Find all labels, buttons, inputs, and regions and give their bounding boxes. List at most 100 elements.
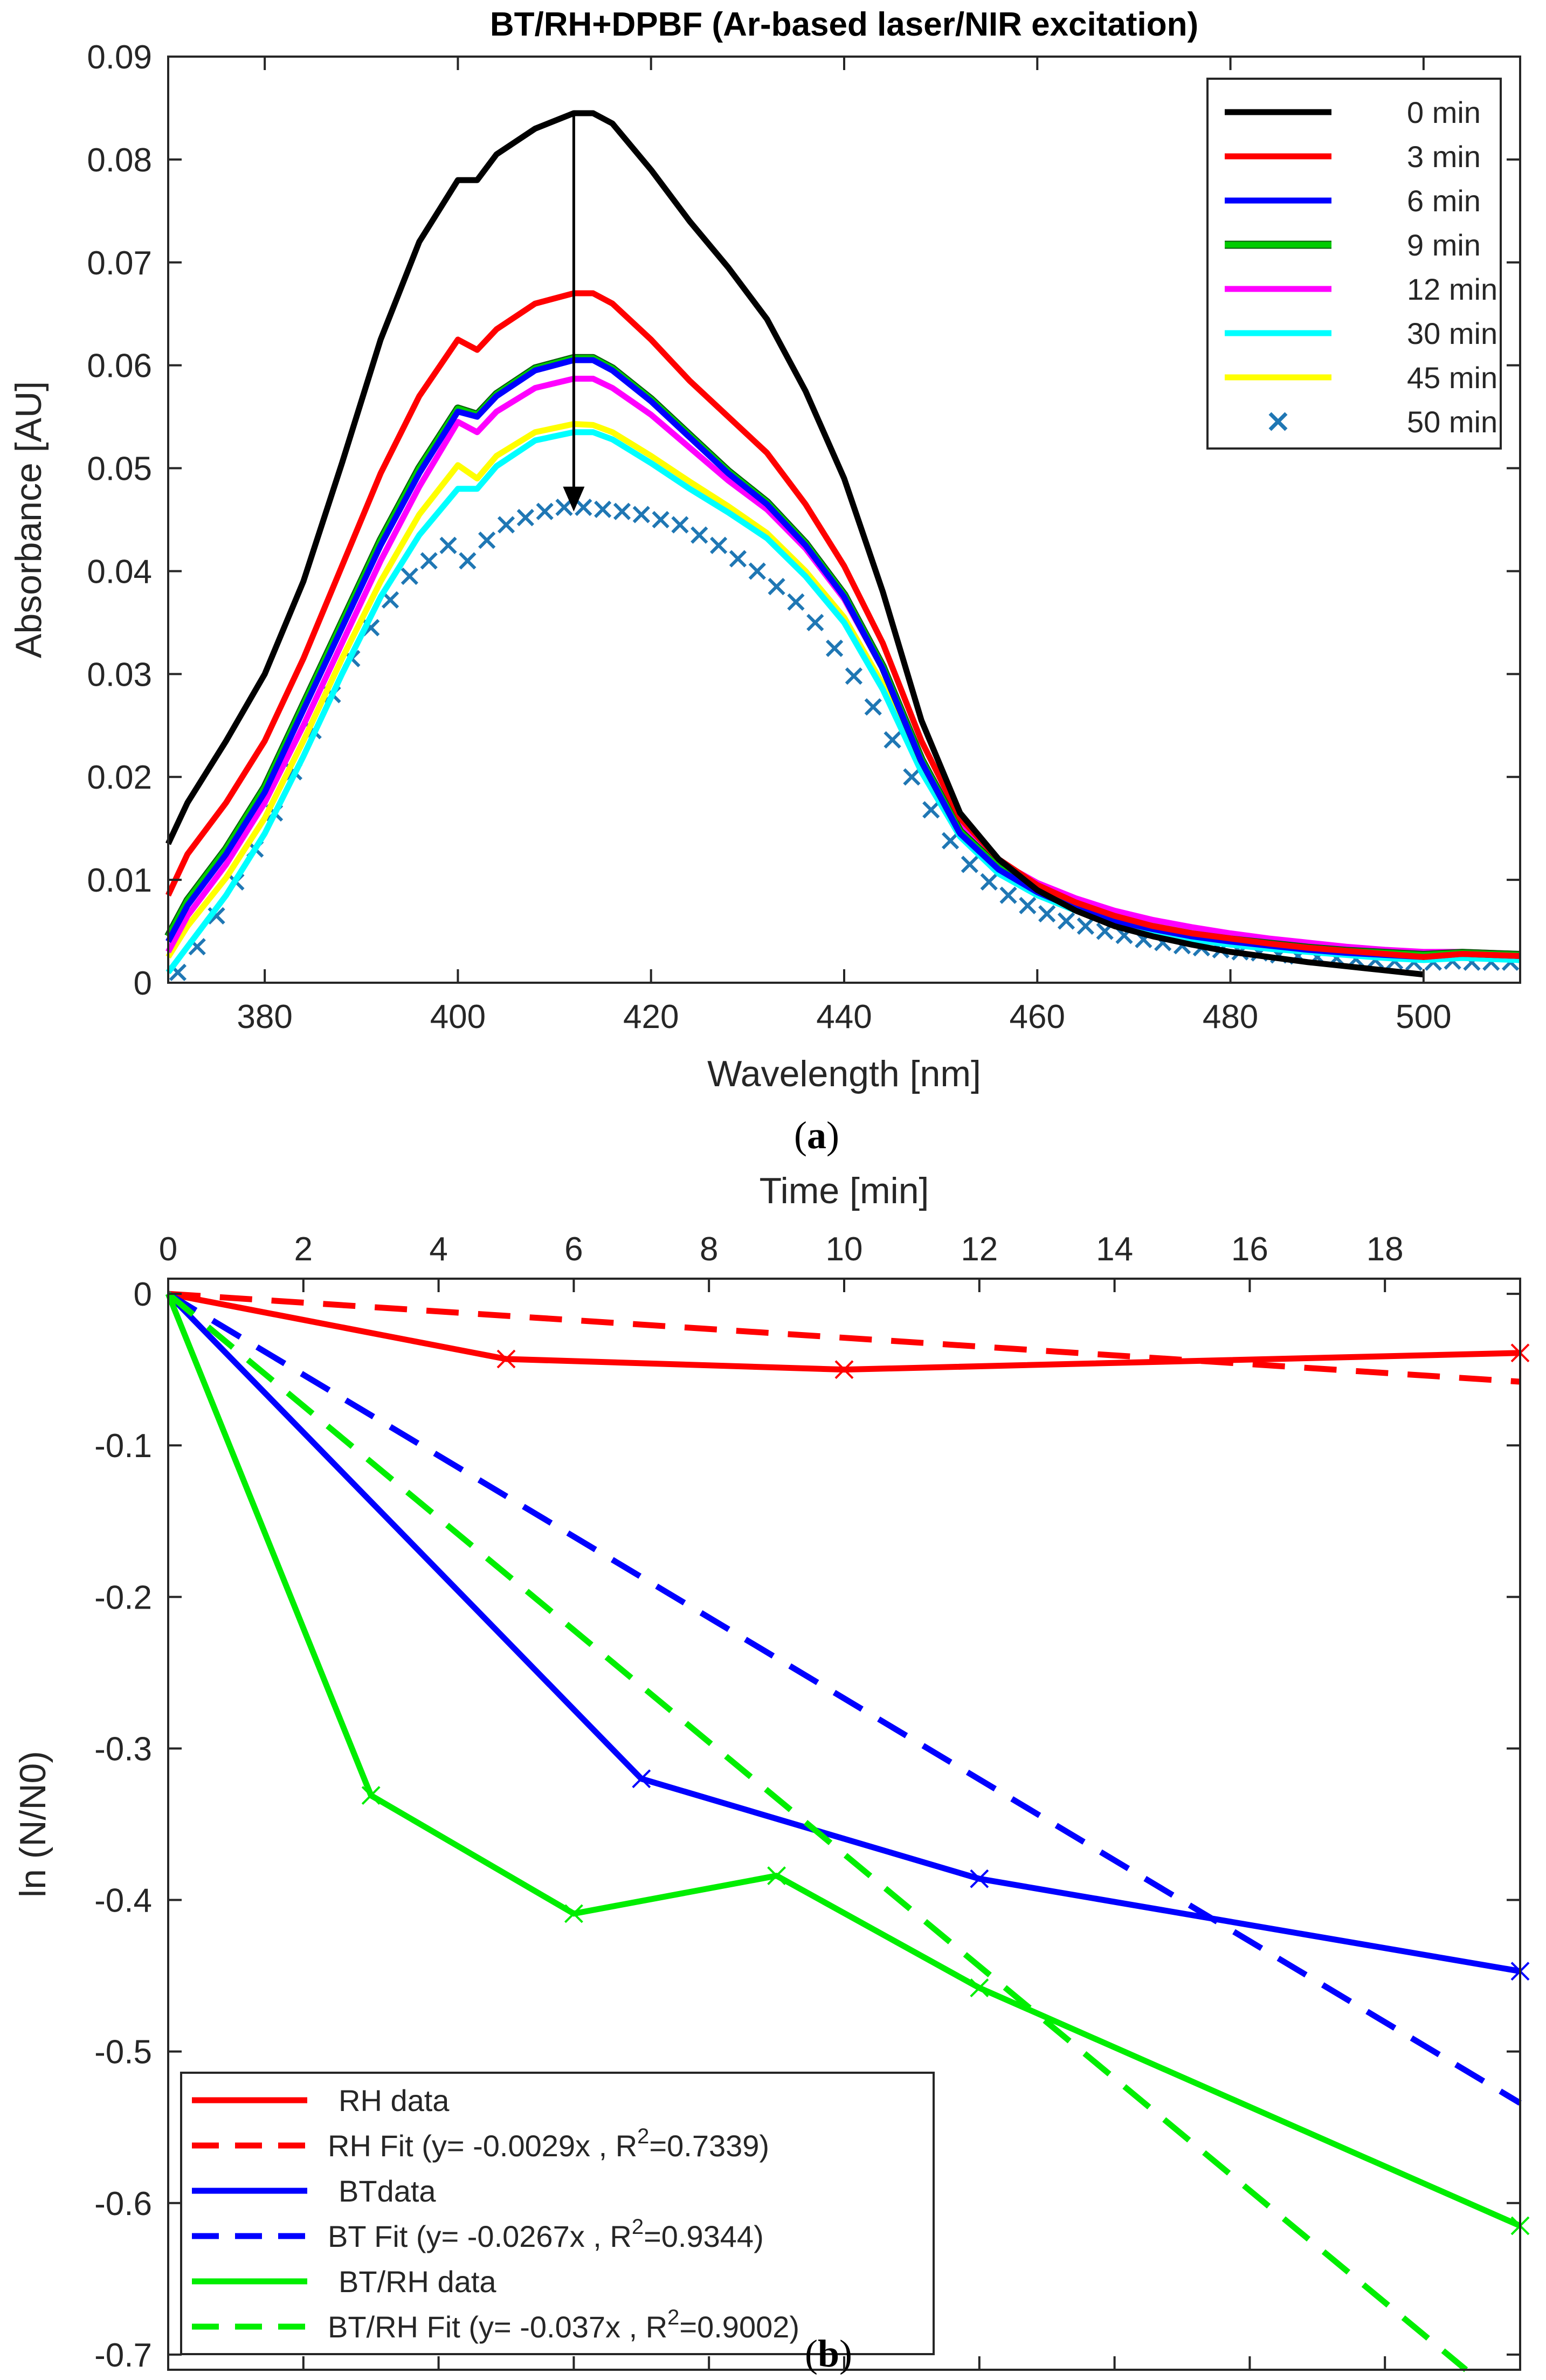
chart-a-marker-7-29 bbox=[729, 550, 747, 568]
chart-b-legend-label-5: BT/RH Fit (y= -0.037x , R2=0.9002) bbox=[328, 2306, 799, 2344]
chart-a-marker-7-38 bbox=[903, 768, 921, 786]
chart-a-marker-7-19 bbox=[536, 502, 554, 520]
chart-b-line-3 bbox=[167, 1291, 1522, 2106]
chart-a-legend-label-4: 12 min bbox=[1407, 272, 1497, 306]
chart-a-marker-7-41 bbox=[961, 856, 979, 873]
chart-a-ytick-label-3: 0.03 bbox=[87, 656, 152, 693]
chart-b-xtick-label-5: 10 bbox=[826, 1231, 863, 1268]
chart-b-marker-2-1 bbox=[632, 1769, 651, 1789]
chart-b-legend: RH data RH Fit (y= -0.0029x , R2=0.7339) B… bbox=[180, 2072, 935, 2355]
chart-a-xlabel: Wavelength [nm] bbox=[707, 1053, 981, 1094]
chart-a-legend-label-5: 30 min bbox=[1407, 316, 1497, 350]
chart-a-series bbox=[164, 110, 1521, 982]
chart-a-ytick-label-6: 0.06 bbox=[87, 348, 152, 385]
chart-b-marker-4-3 bbox=[767, 1866, 786, 1885]
chart-a-marker-7-21 bbox=[575, 498, 592, 516]
chart-b-legend-label-2: BTdata bbox=[339, 2174, 436, 2208]
chart-a-marker-7-40 bbox=[941, 832, 960, 850]
chart-a-line-2 bbox=[165, 357, 1521, 960]
chart-a-xtick-label-3: 440 bbox=[816, 998, 872, 1036]
chart-a-marker-7-18 bbox=[516, 509, 534, 527]
chart-a-marker-7-32 bbox=[787, 593, 805, 611]
chart-a-marker-7-35 bbox=[845, 667, 863, 685]
chart-a-line-4 bbox=[165, 375, 1521, 957]
chart-a-line-0 bbox=[165, 110, 1424, 978]
chart-a-marker-7-47 bbox=[1076, 917, 1094, 935]
chart-b-line-5 bbox=[166, 1291, 1468, 2372]
chart-b-ticks: 0 2 4 6 8 10 12 14 16 18 0 -0.1 -0.2 -0.3 -0.4 -0.5 -0.6… bbox=[94, 1231, 1520, 2374]
chart-b-legend-label-1: RH Fit (y= -0.0029x , R2=0.7339) bbox=[328, 2124, 769, 2163]
chart-b-xlabel: Time [min] bbox=[760, 1170, 929, 1211]
chart-b-ytick-label-7: -0.7 bbox=[94, 2337, 152, 2374]
chart-b-ytick-label-3: -0.3 bbox=[94, 1730, 152, 1768]
chart-a-line-1 bbox=[165, 290, 1521, 960]
chart-b-legend-label-3: BT Fit (y= -0.0267x , R2=0.9344) bbox=[328, 2215, 764, 2253]
chart-a-marker-7-28 bbox=[709, 536, 728, 554]
chart-a-xtick-label-4: 460 bbox=[1010, 998, 1065, 1036]
chart-a-ytick-label-8: 0.08 bbox=[87, 142, 152, 179]
chart-b-series bbox=[165, 1291, 1530, 2372]
chart-a-xtick-label-2: 420 bbox=[623, 998, 679, 1036]
chart-a-legend-label-6: 45 min bbox=[1407, 361, 1497, 395]
chart-a-marker-7-25 bbox=[652, 511, 670, 529]
chart-b-xtick-label-7: 14 bbox=[1096, 1231, 1133, 1268]
chart-b-xtick-label-2: 4 bbox=[429, 1231, 447, 1268]
chart-a-marker-7-27 bbox=[691, 526, 708, 544]
chart-b-marker-0-1 bbox=[496, 1349, 516, 1369]
chart-b-xtick-label-6: 12 bbox=[961, 1231, 998, 1268]
chart-a-ticks: 380 400 420 440 460 480 500 0 0.01 0.02 0.03 0.04 0.… bbox=[87, 39, 1520, 1036]
chart-a-marker-7-44 bbox=[1019, 896, 1037, 914]
chart-b-ytick-label-4: -0.4 bbox=[94, 1882, 152, 1920]
chart-a-marker-7-45 bbox=[1038, 905, 1056, 923]
chart-b-marker-4-1 bbox=[361, 1786, 381, 1805]
chart-a-marker-7-30 bbox=[748, 562, 766, 580]
chart-a-marker-7-15 bbox=[459, 552, 477, 570]
chart-a-ytick-label-2: 0.02 bbox=[87, 759, 152, 796]
chart-b-ylabel: ln (N/N0) bbox=[12, 1751, 53, 1898]
panel-a: BT/RH+DPBF (Ar-based laser/NIR excitatio… bbox=[8, 6, 1521, 1157]
panel-b: Time [min] 0 2 4 6 8 10 12 14 16 18 0 -0.1 -0.2 -0.3 -… bbox=[12, 1170, 1530, 2374]
chart-b-xtick-label-4: 8 bbox=[700, 1231, 718, 1268]
chart-a-marker-7-39 bbox=[922, 801, 940, 819]
chart-a-legend-box bbox=[1206, 78, 1502, 450]
chart-a-marker-7-36 bbox=[864, 698, 882, 716]
chart-a-marker-7-37 bbox=[884, 731, 901, 749]
chart-b-ytick-label-0: 0 bbox=[134, 1276, 152, 1313]
chart-a-marker-7-34 bbox=[825, 639, 844, 657]
chart-a-legend: 0 min 3 min 6 min 9 min 12 min 30 min 45 min 50… bbox=[1206, 78, 1502, 450]
chart-a-legend-label-2: 6 min bbox=[1407, 184, 1481, 218]
chart-a-xtick-label-5: 480 bbox=[1203, 998, 1258, 1036]
chart-a-marker-7-43 bbox=[999, 886, 1017, 904]
chart-b-xtick-label-3: 6 bbox=[564, 1231, 583, 1268]
chart-a-marker-7-24 bbox=[632, 506, 650, 523]
chart-a-ylabel: Absorbance [AU] bbox=[8, 381, 49, 658]
chart-a-ytick-label-0: 0 bbox=[134, 965, 152, 1002]
chart-a-marker-7-20 bbox=[555, 498, 573, 516]
chart-b-marker-4-2 bbox=[564, 1904, 583, 1923]
chart-b-legend-box bbox=[180, 2072, 935, 2355]
chart-b-line-2 bbox=[166, 1292, 1521, 1975]
chart-b-ytick-label-2: -0.2 bbox=[94, 1579, 152, 1616]
chart-b-marker-2-2 bbox=[970, 1869, 989, 1888]
chart-a-legend-label-3: 9 min bbox=[1407, 228, 1481, 262]
chart-a-marker-7-42 bbox=[980, 873, 998, 891]
chart-a-legend-label-1: 3 min bbox=[1407, 140, 1481, 174]
chart-a-marker-7-14 bbox=[439, 536, 457, 554]
chart-a-marker-7-12 bbox=[401, 567, 418, 585]
chart-a-xtick-label-6: 500 bbox=[1396, 998, 1451, 1036]
chart-a-ytick-label-9: 0.09 bbox=[87, 39, 152, 76]
chart-b-line-4 bbox=[165, 1293, 1522, 2229]
chart-b-ytick-label-5: -0.5 bbox=[94, 2034, 152, 2071]
chart-a-legend-label-0: 0 min bbox=[1407, 95, 1481, 129]
chart-a-marker-7-33 bbox=[806, 613, 824, 632]
chart-a-marker-7-46 bbox=[1057, 912, 1075, 930]
chart-a-marker-7-31 bbox=[768, 577, 785, 596]
chart-a-xtick-label-1: 400 bbox=[430, 998, 486, 1036]
chart-b-line-0 bbox=[167, 1291, 1521, 1373]
chart-b-ytick-label-1: -0.1 bbox=[94, 1427, 152, 1465]
chart-a-legend-label-7: 50 min bbox=[1407, 405, 1497, 439]
chart-a-marker-7-23 bbox=[613, 502, 631, 520]
chart-b-ytick-label-6: -0.6 bbox=[94, 2185, 152, 2223]
chart-a-marker-7-16 bbox=[478, 532, 496, 549]
